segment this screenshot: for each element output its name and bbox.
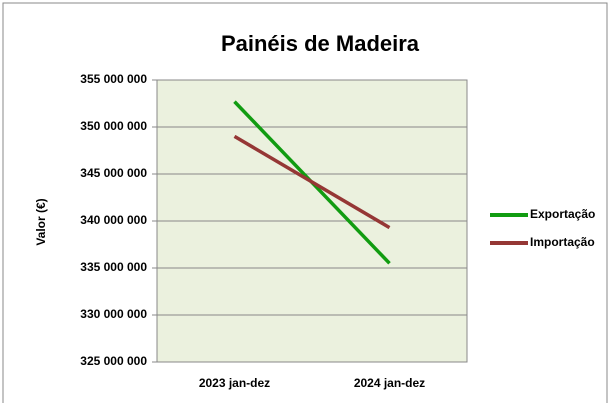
y-axis-label: Valor (€)	[34, 198, 48, 245]
legend-label: Exportação	[530, 207, 595, 221]
y-tick-label: 340 000 000	[80, 213, 147, 227]
y-tick-label: 330 000 000	[80, 307, 147, 321]
series-line	[233, 134, 391, 230]
y-tick-label: 355 000 000	[80, 72, 147, 86]
chart-title: Painéis de Madeira	[221, 31, 420, 56]
y-tick-label: 345 000 000	[80, 166, 147, 180]
x-tick-label: 2023 jan-dez	[199, 376, 270, 390]
y-tick-label: 335 000 000	[80, 260, 147, 274]
y-tick-label: 325 000 000	[80, 354, 147, 368]
y-tick-label: 350 000 000	[80, 119, 147, 133]
x-tick-label: 2024 jan-dez	[354, 376, 425, 390]
legend-label: Importação	[530, 235, 595, 249]
